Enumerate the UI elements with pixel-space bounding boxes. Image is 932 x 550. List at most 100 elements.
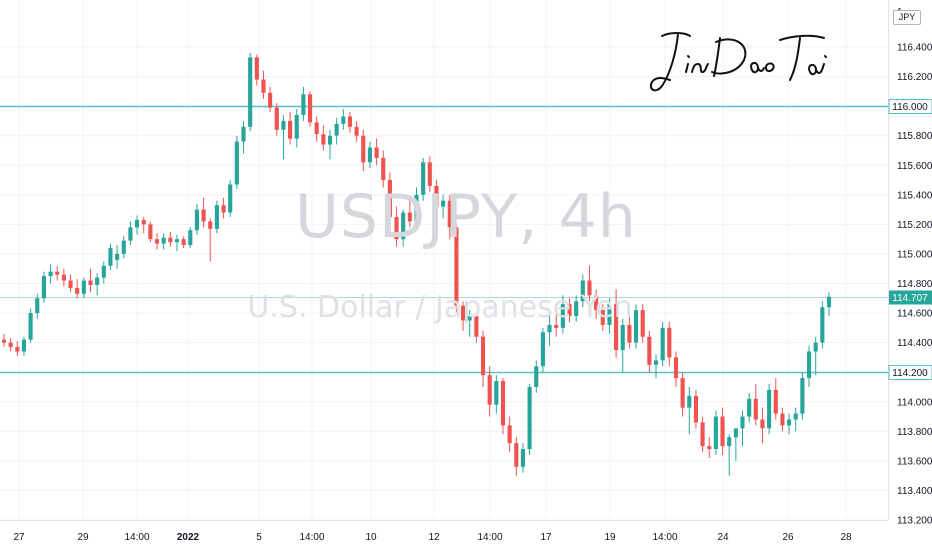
candle-down	[361, 129, 366, 172]
level-tag-label: 114.707	[892, 293, 928, 304]
y-tick-label: 113.400	[897, 486, 932, 497]
candle-down	[168, 231, 173, 247]
candle-down	[88, 268, 93, 293]
candle-down	[1, 333, 7, 348]
level-tag	[888, 99, 932, 114]
level-tag-label: 114.200	[892, 368, 928, 379]
candle-up	[161, 233, 166, 250]
candle-down	[68, 274, 73, 293]
candle-up	[294, 109, 299, 148]
candle-down	[141, 216, 146, 234]
signature-logo	[650, 32, 827, 92]
candle-up	[733, 428, 738, 461]
candle-up	[540, 327, 545, 373]
x-tick-label: 27	[13, 532, 25, 543]
candle-up	[527, 384, 532, 455]
candle-up	[401, 209, 406, 247]
x-tick-label: 24	[717, 532, 729, 543]
candle-down	[274, 103, 279, 136]
x-tick-label: 2022	[177, 532, 200, 543]
candle-up	[607, 298, 612, 334]
candle-up	[813, 336, 818, 376]
y-tick-label: 114.600	[897, 309, 932, 320]
candle-up	[108, 243, 113, 271]
candle-up	[188, 227, 193, 249]
candle-up	[135, 215, 140, 235]
candle-up	[826, 292, 832, 317]
candle-down	[154, 233, 160, 250]
candle-down	[427, 156, 432, 192]
candle-down	[647, 330, 652, 373]
candle-down	[707, 437, 712, 458]
candle-down	[321, 125, 326, 151]
candle-up	[48, 264, 53, 284]
description-watermark: U.S. Dollar / Japanese Yen	[247, 290, 633, 325]
candle-down	[760, 407, 765, 444]
candle-down	[673, 351, 679, 387]
x-tick-label: 12	[428, 532, 440, 543]
candle-down	[15, 341, 20, 356]
candle-up	[520, 443, 526, 473]
candle-up	[620, 318, 625, 373]
x-axis[interactable]: 27 29 14:00 2022 5 14:00 10 12 14:00 17 19 14:00 24 2…	[13, 532, 852, 543]
y-tick-label: 115.400	[897, 190, 932, 201]
horizontal-levels	[0, 105, 888, 374]
candle-down	[148, 221, 153, 243]
candle-up	[494, 375, 499, 414]
candle-up	[713, 410, 718, 455]
candle-down	[61, 268, 66, 287]
candle-up	[793, 407, 798, 432]
symbol-watermark: USDJPY, 4h	[295, 182, 637, 252]
candle-down	[554, 313, 559, 337]
candle-down	[720, 407, 725, 455]
candle-down	[667, 321, 672, 367]
candle-up	[95, 273, 100, 296]
y-tick-label: 114.000	[897, 397, 932, 408]
y-axis[interactable]: 116.400116.200116.000115.800115.600115.4…	[897, 7, 932, 527]
candle-down	[567, 298, 572, 322]
candle-up	[534, 360, 539, 393]
candle-up	[421, 157, 426, 201]
candle-up	[341, 109, 346, 130]
candle-up	[660, 321, 665, 367]
y-tick-label: 116.200	[897, 72, 932, 83]
y-tick-label: 114.400	[897, 338, 932, 349]
candle-down	[254, 54, 259, 86]
y-tick-label: 116.400	[897, 43, 932, 54]
candle-down	[314, 116, 319, 142]
candle-down	[407, 200, 412, 228]
candle-up	[574, 295, 579, 322]
candle-up	[727, 434, 732, 476]
candle-down	[753, 384, 758, 426]
candle-up	[115, 245, 120, 269]
candlestick-series	[1, 52, 832, 476]
y-tick-label: 115.000	[897, 249, 932, 260]
candle-up	[653, 354, 659, 379]
candle-down	[507, 416, 512, 453]
candle-down	[447, 194, 452, 240]
candle-down	[374, 138, 379, 166]
y-tick-label: 113.800	[897, 427, 932, 438]
candle-up	[121, 236, 126, 259]
x-tick-label: 26	[782, 532, 794, 543]
candle-down	[594, 289, 599, 319]
candle-up	[334, 117, 339, 145]
candle-up	[806, 345, 812, 387]
candle-up	[820, 301, 825, 349]
candle-up	[41, 271, 46, 303]
candle-down	[700, 416, 705, 453]
candle-up	[101, 261, 106, 284]
candle-down	[640, 304, 645, 343]
y-tick-label: 114.800	[897, 279, 932, 290]
x-tick-label: 5	[256, 532, 262, 543]
x-tick-label: 14:00	[124, 532, 149, 543]
currency-label[interactable]: JPY	[893, 10, 921, 25]
candle-up	[787, 413, 792, 435]
candle-up	[21, 336, 27, 356]
candle-up	[687, 386, 692, 435]
y-tick-label: 113.600	[897, 456, 932, 467]
candle-down	[500, 378, 506, 435]
candle-down	[773, 378, 778, 420]
last-price-tag	[889, 290, 932, 305]
